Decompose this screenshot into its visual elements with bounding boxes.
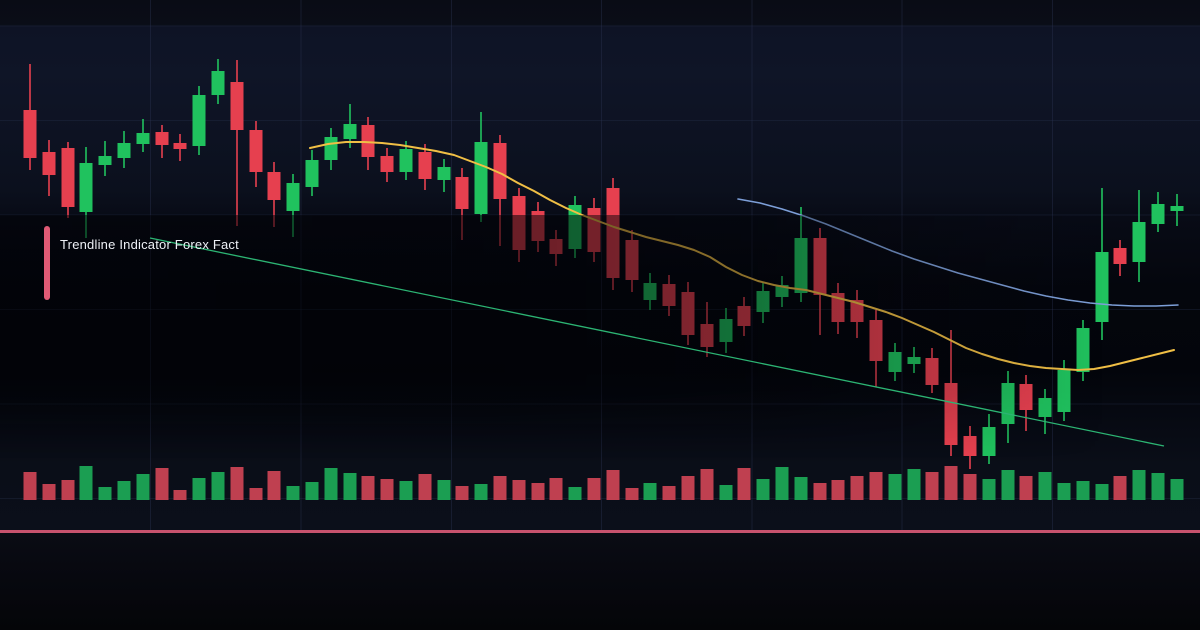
footer: iCafeForex.com Forex & Gold Trading Guid… [0,533,1200,630]
divider-line [0,530,1200,533]
candlestick-chart-area: Trendline Indicator Forex Fact [0,0,1200,530]
title-accent-bar [44,226,50,300]
banner-title: Trendline Indicator Forex Fact [60,237,239,252]
trendline-overlay [149,237,1165,447]
